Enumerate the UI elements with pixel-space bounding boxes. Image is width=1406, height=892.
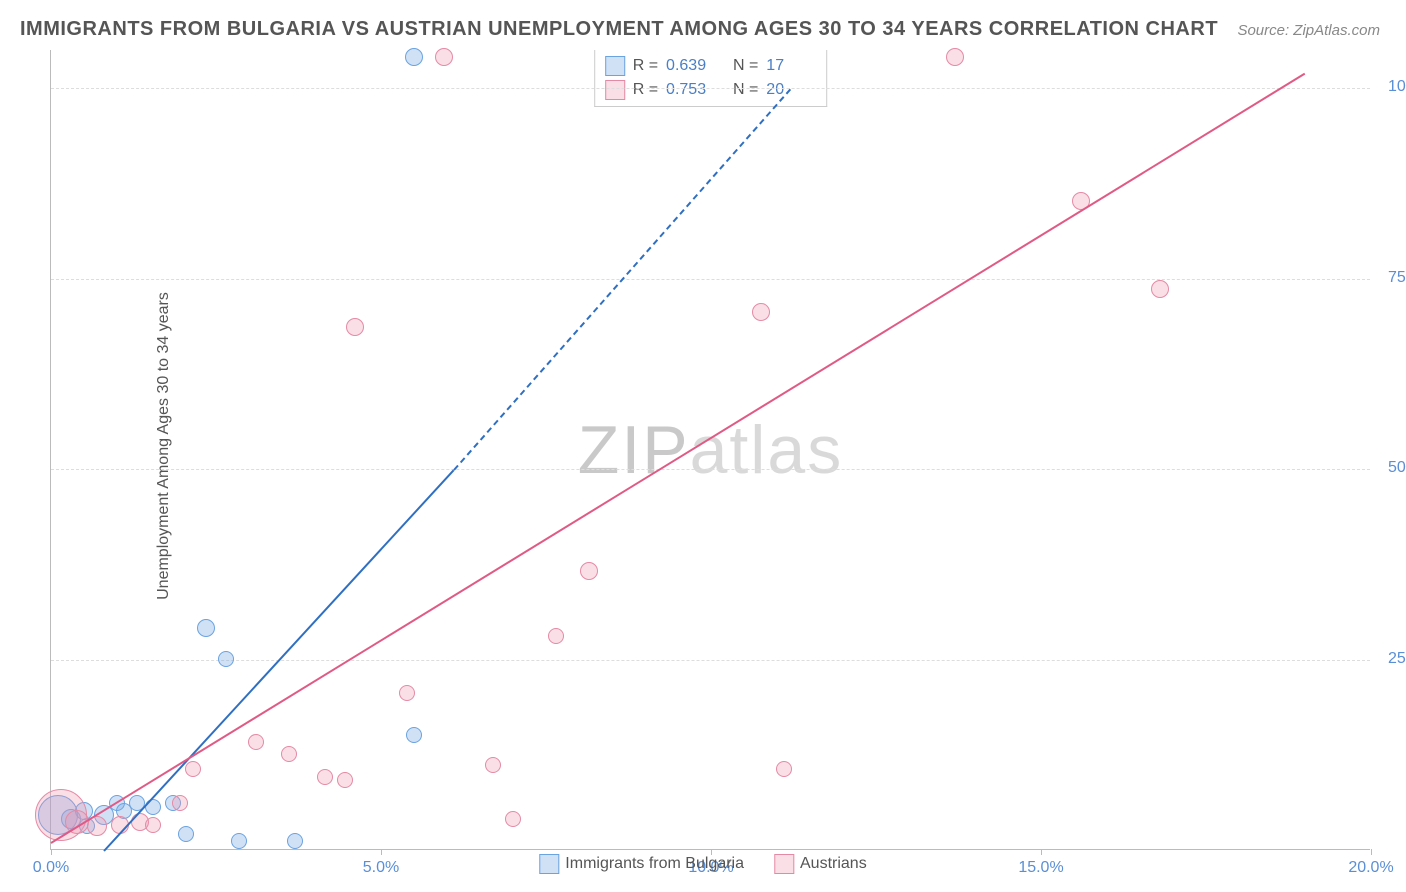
scatter-point <box>185 761 201 777</box>
scatter-point <box>145 817 161 833</box>
regression-line <box>453 88 791 470</box>
legend-n-label: N = <box>724 57 758 75</box>
chart-title: IMMIGRANTS FROM BULGARIA VS AUSTRIAN UNE… <box>20 18 1218 41</box>
scatter-point <box>172 795 188 811</box>
gridline <box>51 469 1370 470</box>
legend-n-value: 17 <box>766 57 816 75</box>
x-tick-label: 20.0% <box>1348 859 1393 877</box>
gridline <box>51 279 1370 280</box>
legend-r-value: 0.639 <box>666 57 716 75</box>
legend-swatch <box>774 854 794 874</box>
scatter-point <box>776 761 792 777</box>
scatter-point <box>337 772 353 788</box>
scatter-point <box>399 685 415 701</box>
x-tick-mark <box>51 849 52 855</box>
watermark: ZIPatlas <box>578 411 843 489</box>
correlation-legend: R = 0.639 N = 17R = 0.753 N = 20 <box>594 50 828 107</box>
plot-area: ZIPatlas R = 0.639 N = 17R = 0.753 N = 2… <box>50 50 1370 850</box>
legend-r-label: R = <box>633 57 658 75</box>
gridline <box>51 88 1370 89</box>
y-tick-label: 75.0% <box>1376 269 1406 287</box>
x-tick-label: 5.0% <box>363 859 399 877</box>
legend-swatch <box>605 56 625 76</box>
scatter-point <box>1151 280 1169 298</box>
scatter-point <box>281 746 297 762</box>
scatter-point <box>116 803 132 819</box>
x-tick-label: 0.0% <box>33 859 69 877</box>
scatter-point <box>485 757 501 773</box>
legend-swatch <box>539 854 559 874</box>
scatter-point <box>287 833 303 849</box>
x-tick-mark <box>1041 849 1042 855</box>
scatter-point <box>406 727 422 743</box>
scatter-point <box>505 811 521 827</box>
series-legend: Immigrants from Bulgaria Austrians <box>539 854 866 874</box>
scatter-point <box>548 628 564 644</box>
x-tick-mark <box>1371 849 1372 855</box>
legend-r-label: R = <box>633 81 658 99</box>
y-tick-label: 100.0% <box>1376 78 1406 96</box>
correlation-legend-row: R = 0.753 N = 20 <box>605 78 817 102</box>
scatter-point <box>317 769 333 785</box>
regression-line <box>50 73 1305 844</box>
scatter-point <box>435 48 453 66</box>
scatter-point <box>231 833 247 849</box>
scatter-point <box>178 826 194 842</box>
scatter-point <box>580 562 598 580</box>
legend-label: Immigrants from Bulgaria <box>565 855 744 872</box>
legend-n-label: N = <box>724 81 758 99</box>
regression-line <box>103 469 454 851</box>
y-tick-label: 50.0% <box>1376 459 1406 477</box>
x-tick-label: 15.0% <box>1018 859 1063 877</box>
scatter-point <box>248 734 264 750</box>
legend-label: Austrians <box>800 855 867 872</box>
legend-r-value: 0.753 <box>666 81 716 99</box>
legend-item: Austrians <box>774 854 867 874</box>
scatter-point <box>35 789 87 841</box>
x-tick-mark <box>381 849 382 855</box>
legend-n-value: 20 <box>766 81 816 99</box>
scatter-point <box>752 303 770 321</box>
scatter-point <box>197 619 215 637</box>
source-attribution: Source: ZipAtlas.com <box>1237 22 1380 39</box>
correlation-legend-row: R = 0.639 N = 17 <box>605 54 817 78</box>
gridline <box>51 660 1370 661</box>
legend-item: Immigrants from Bulgaria <box>539 854 744 874</box>
scatter-point <box>165 795 181 811</box>
scatter-point <box>346 318 364 336</box>
legend-swatch <box>605 80 625 100</box>
scatter-point <box>946 48 964 66</box>
scatter-point <box>405 48 423 66</box>
y-tick-label: 25.0% <box>1376 650 1406 668</box>
